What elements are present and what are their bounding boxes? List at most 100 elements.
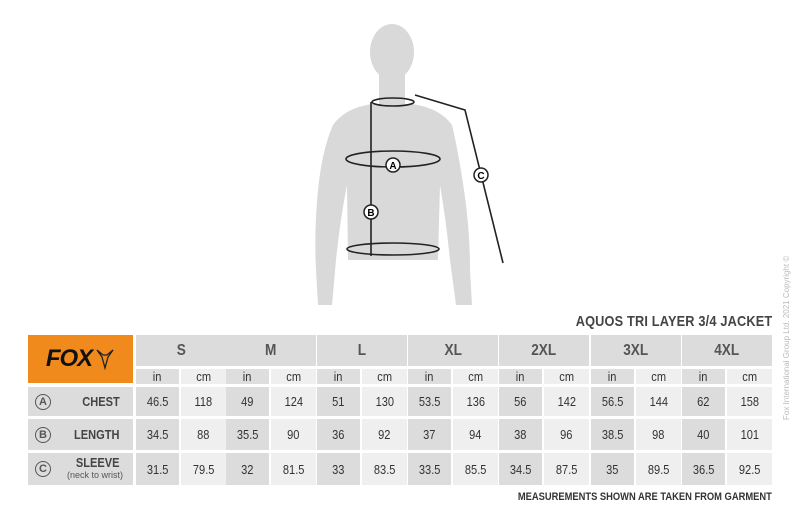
value-in: 62: [682, 387, 725, 416]
unit-in-text: in: [699, 369, 708, 384]
row-label-chest: A CHEST: [28, 387, 133, 416]
value-in: 51: [317, 387, 360, 416]
unit-cm: cm: [727, 369, 772, 384]
value-in-text: 62: [697, 394, 710, 409]
unit-cm-text: cm: [651, 369, 666, 384]
value-in: 37: [408, 419, 451, 450]
value-in: 40: [682, 419, 725, 450]
value-cm: 101: [727, 419, 772, 450]
value-cm-text: 118: [194, 394, 213, 409]
unit-cm: cm: [181, 369, 226, 384]
value-in-text: 34.5: [509, 461, 532, 477]
product-title: AQUOS TRI LAYER 3/4 JACKET: [575, 313, 772, 330]
size-header-S: S: [136, 335, 226, 366]
unit-cm: cm: [271, 369, 316, 384]
value-in: 34.5: [499, 453, 542, 485]
unit-in: in: [136, 369, 179, 384]
value-cm: 87.5: [544, 453, 589, 485]
value-in: 53.5: [408, 387, 451, 416]
value-in-text: 38.5: [601, 427, 624, 442]
measurement-note: (neck to wrist): [66, 470, 123, 480]
unit-in-text: in: [516, 369, 525, 384]
value-cm: 136: [453, 387, 498, 416]
value-cm: 96: [544, 419, 589, 450]
value-cm: 130: [362, 387, 407, 416]
value-cm: 79.5: [181, 453, 226, 485]
value-cm: 92.5: [727, 453, 772, 485]
value-cm-text: 98: [652, 427, 665, 442]
value-in: 32: [226, 453, 269, 485]
size-header-4XL: 4XL: [682, 335, 772, 366]
unit-cm-text: cm: [468, 369, 483, 384]
size-header-L-text: L: [357, 341, 367, 359]
size-header-2XL-text: 2XL: [531, 341, 557, 359]
value-in: 46.5: [136, 387, 179, 416]
value-cm-text: 92: [378, 427, 391, 442]
unit-cm-text: cm: [559, 369, 574, 384]
value-in-text: 49: [241, 394, 254, 409]
value-cm-text: 92.5: [738, 461, 761, 477]
row-label-text: CHEST: [79, 395, 123, 408]
value-in: 35.5: [226, 419, 269, 450]
size-header-3XL: 3XL: [591, 335, 681, 366]
unit-cm-text: cm: [286, 369, 301, 384]
fox-head-icon: [96, 349, 114, 370]
sleeve-line: [414, 94, 504, 264]
value-in: 35: [591, 453, 634, 485]
unit-in-text: in: [608, 369, 617, 384]
marker-circle: C: [35, 461, 51, 477]
size-header-S-text: S: [176, 341, 186, 359]
value-in-text: 56.5: [601, 394, 624, 409]
value-cm: 83.5: [362, 453, 407, 485]
size-header-XL: XL: [408, 335, 498, 366]
value-in-text: 46.5: [146, 394, 169, 409]
value-in-text: 34.5: [146, 427, 169, 442]
marker-a: A: [389, 161, 396, 172]
value-cm-text: 158: [740, 394, 759, 409]
value-cm-text: 144: [649, 394, 668, 409]
unit-in: in: [408, 369, 451, 384]
measurement-name: LENGTH: [73, 426, 119, 442]
copyright-text: Fox International Group Ltd. 2021 Copyri…: [782, 255, 791, 420]
value-in-text: 31.5: [146, 461, 169, 477]
unit-in: in: [591, 369, 634, 384]
value-cm-text: 87.5: [555, 461, 578, 477]
value-cm-text: 96: [560, 427, 573, 442]
unit-cm-text: cm: [196, 369, 211, 384]
value-cm-text: 79.5: [192, 461, 215, 477]
value-in-text: 33: [332, 461, 345, 477]
value-in-text: 36.5: [692, 461, 715, 477]
value-cm: 85.5: [453, 453, 498, 485]
value-in: 34.5: [136, 419, 179, 450]
measurement-name: SLEEVE: [75, 455, 120, 470]
value-in: 56.5: [591, 387, 634, 416]
value-in: 33: [317, 453, 360, 485]
size-header-4XL-text: 4XL: [714, 341, 740, 359]
value-cm-text: 88: [197, 427, 210, 442]
unit-cm: cm: [544, 369, 589, 384]
unit-in: in: [226, 369, 269, 384]
value-cm-text: 142: [557, 394, 576, 409]
value-in: 56: [499, 387, 542, 416]
size-header-L: L: [317, 335, 407, 366]
value-in-text: 32: [241, 461, 254, 477]
unit-cm: cm: [636, 369, 681, 384]
value-cm-text: 90: [287, 427, 300, 442]
unit-cm-text: cm: [377, 369, 392, 384]
marker-b: B: [367, 208, 374, 219]
value-cm: 81.5: [271, 453, 316, 485]
value-in: 38: [499, 419, 542, 450]
marker-circle: B: [35, 426, 51, 443]
value-in: 36: [317, 419, 360, 450]
unit-cm: cm: [453, 369, 498, 384]
value-in-text: 37: [423, 427, 436, 442]
size-header-M: M: [226, 335, 316, 366]
unit-in-text: in: [153, 369, 162, 384]
value-cm-text: 136: [466, 394, 485, 409]
neck-ellipse: [371, 97, 415, 107]
value-cm-text: 124: [284, 394, 303, 409]
value-in-text: 51: [332, 394, 345, 409]
fox-logo: FOX: [28, 335, 133, 383]
value-in-text: 36: [332, 427, 345, 442]
unit-in: in: [499, 369, 542, 384]
